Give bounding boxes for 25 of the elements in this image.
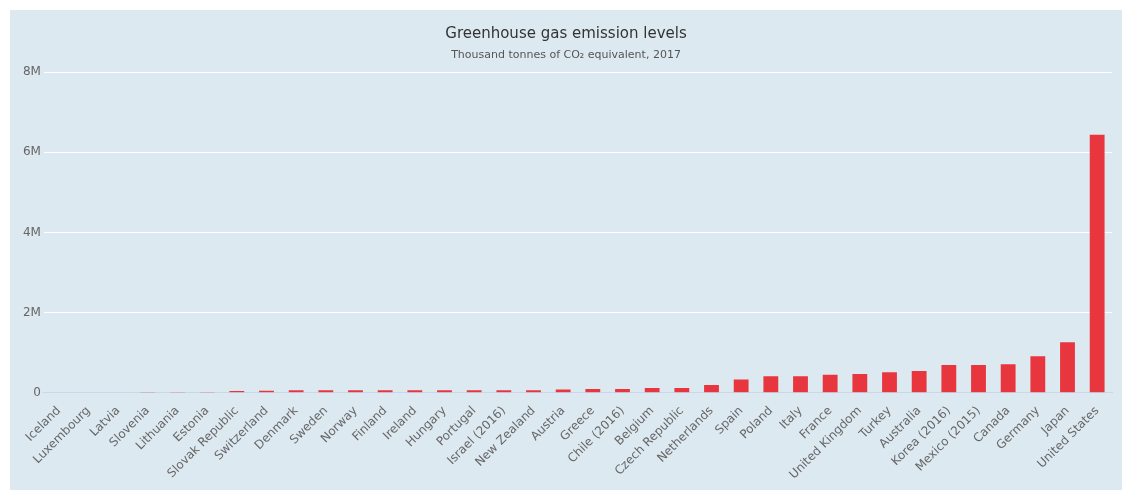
chart-title: Greenhouse gas emission levels — [445, 23, 687, 42]
y-tick-label: 6M — [22, 144, 41, 159]
bar — [822, 374, 838, 393]
bar — [615, 389, 630, 393]
bar — [585, 389, 601, 393]
bar — [763, 376, 779, 393]
bar — [674, 387, 690, 393]
bar — [644, 387, 660, 393]
y-tick-label: 0 — [33, 384, 41, 399]
bar — [793, 376, 808, 393]
bar — [1030, 356, 1046, 393]
bar — [971, 365, 986, 393]
bar — [882, 372, 897, 393]
bar — [1000, 364, 1016, 393]
bar — [1060, 342, 1075, 393]
bar — [1089, 134, 1105, 393]
bar — [852, 373, 868, 393]
y-tick-label: 8M — [22, 64, 41, 79]
bar — [733, 379, 749, 393]
bar — [911, 371, 927, 393]
bar — [941, 365, 957, 393]
y-tick-label: 4M — [22, 224, 41, 239]
y-tick-label: 2M — [22, 304, 41, 319]
bar — [704, 385, 719, 393]
chart-subtitle: Thousand tonnes of CO₂ equivalent, 2017 — [450, 48, 681, 62]
